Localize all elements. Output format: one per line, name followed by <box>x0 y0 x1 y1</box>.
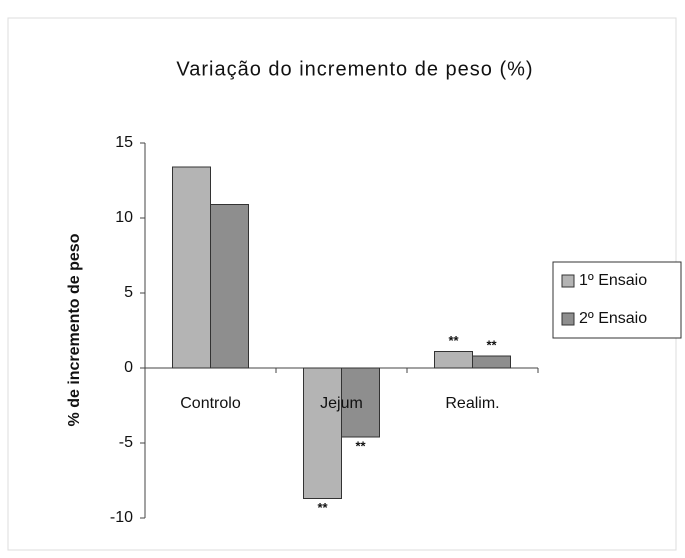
y-tick-label: 15 <box>115 134 133 151</box>
legend-label: 2º Ensaio <box>579 310 647 327</box>
chart-title: Variação do incremento de peso (%) <box>176 58 533 80</box>
bar <box>303 367 342 499</box>
bar <box>210 204 249 369</box>
y-tick-label: -10 <box>110 509 133 526</box>
y-tick-label: 5 <box>124 284 133 301</box>
bar-annotation: ** <box>486 337 497 352</box>
legend-swatch <box>561 312 575 326</box>
legend-label: 1º Ensaio <box>579 272 647 289</box>
bar <box>172 166 211 369</box>
x-tick-label: Realim. <box>445 395 499 412</box>
y-axis-label: % de incremento de peso <box>66 233 83 426</box>
bar-annotation: ** <box>317 500 328 515</box>
legend-swatch <box>561 274 575 288</box>
bar <box>472 355 511 369</box>
x-tick-label: Jejum <box>320 395 363 412</box>
bar-annotation: ** <box>448 333 459 348</box>
y-tick-label: 0 <box>124 359 133 376</box>
bar-annotation: ** <box>355 438 366 453</box>
y-tick-label: 10 <box>115 209 133 226</box>
x-tick-label: Controlo <box>180 395 241 412</box>
y-tick-label: -5 <box>119 434 133 451</box>
bar <box>434 351 473 369</box>
bar <box>341 367 380 438</box>
